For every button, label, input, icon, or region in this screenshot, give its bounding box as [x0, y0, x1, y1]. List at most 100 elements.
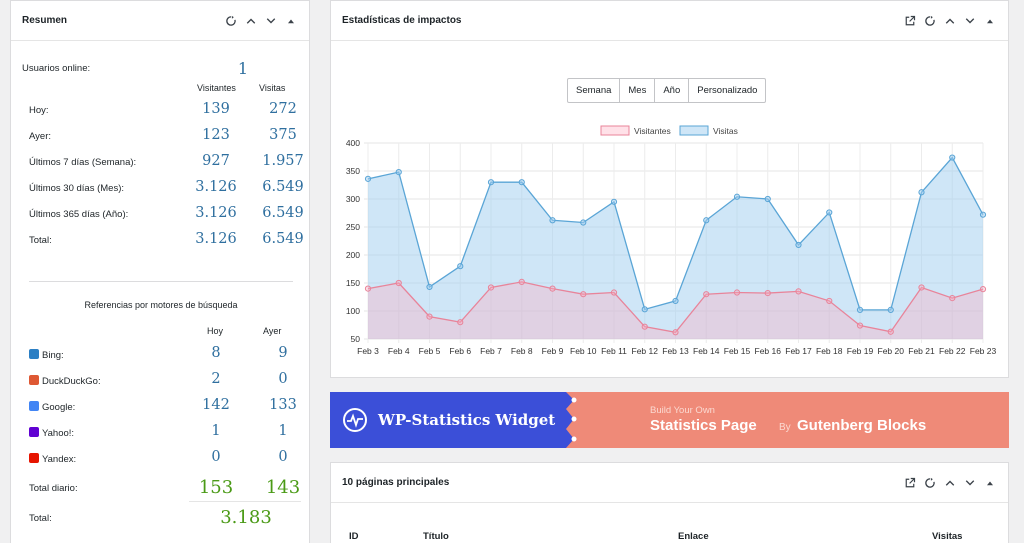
- summary-row-visitors: 3.126: [195, 205, 237, 221]
- y-tick-label: 350: [346, 166, 360, 176]
- total-value: 3.183: [220, 507, 272, 528]
- x-tick-label: Feb 7: [480, 346, 502, 356]
- data-point: [610, 289, 618, 296]
- daily-total-label: Total diario:: [29, 483, 78, 494]
- stats-title: Estadísticas de impactos: [342, 15, 462, 26]
- summary-row-label: Ayer:: [29, 131, 52, 142]
- data-point: [395, 169, 402, 176]
- promo-banner[interactable]: WP-Statistics Widget Build Your Own Stat…: [330, 392, 1009, 448]
- col-today-header: Hoy: [207, 326, 224, 336]
- period-button-week[interactable]: Semana: [568, 79, 621, 102]
- data-point: [610, 198, 618, 205]
- search-engine-row: Google: 142 133: [11, 397, 311, 417]
- yahoo-icon: [29, 427, 39, 437]
- legend-swatch: [679, 125, 709, 136]
- x-tick-label: Feb 19: [847, 346, 874, 356]
- data-point: [549, 285, 556, 292]
- data-point: [826, 209, 833, 216]
- legend-label: Visitas: [713, 126, 738, 136]
- chevron-up-icon[interactable]: [943, 14, 956, 27]
- series-area-visitas: [368, 157, 983, 339]
- x-tick-label: Feb 22: [939, 346, 966, 356]
- summary-row: Últimos 365 días (Año): 3.126 6.549: [11, 205, 311, 225]
- search-engine-today: 2: [211, 371, 221, 387]
- col-yesterday-header: Ayer: [263, 326, 282, 336]
- yandex-icon: [29, 453, 39, 463]
- external-link-icon[interactable]: [903, 14, 916, 27]
- data-point: [580, 219, 587, 226]
- summary-row-visits: 6.549: [262, 205, 304, 221]
- x-tick-label: Feb 5: [419, 346, 441, 356]
- chevron-down-icon[interactable]: [963, 476, 976, 489]
- data-point: [733, 289, 741, 296]
- chevron-up-icon[interactable]: [943, 476, 956, 489]
- x-tick-label: Feb 8: [511, 346, 533, 356]
- col-title: Título: [423, 531, 449, 542]
- search-engine-row: Yandex: 0 0: [11, 449, 311, 469]
- data-point: [703, 217, 710, 224]
- collapse-toggle-icon[interactable]: [983, 476, 996, 489]
- data-point: [395, 279, 402, 287]
- data-point: [795, 241, 802, 249]
- x-tick-label: Feb 10: [570, 346, 597, 356]
- data-point: [887, 328, 894, 335]
- x-tick-label: Feb 13: [662, 346, 689, 356]
- daily-total-yesterday: 143: [265, 477, 301, 498]
- hits-statistics-panel: Estadísticas de impactos Semana Mes Año …: [330, 0, 1009, 378]
- data-point: [856, 322, 864, 329]
- data-point: [949, 154, 956, 161]
- period-button-year[interactable]: Año: [655, 79, 690, 102]
- chevron-down-icon[interactable]: [264, 14, 277, 27]
- data-point: [457, 319, 464, 326]
- data-point: [672, 297, 679, 305]
- search-engine-yesterday: 0: [278, 449, 288, 465]
- y-tick-label: 50: [351, 334, 361, 344]
- summary-row-visits: 6.549: [262, 231, 304, 247]
- online-users-row: Usuarios online: 1: [11, 59, 311, 79]
- search-engine-label: Google:: [29, 401, 75, 413]
- data-point: [641, 306, 648, 313]
- period-button-month[interactable]: Mes: [620, 79, 656, 102]
- data-point: [795, 288, 802, 295]
- refresh-icon[interactable]: [224, 14, 237, 27]
- data-point: [764, 195, 771, 203]
- summary-row-label: Hoy:: [29, 105, 49, 116]
- total-label: Total:: [29, 513, 52, 524]
- search-engine-today: 142: [202, 397, 230, 413]
- x-tick-label: Feb 14: [693, 346, 720, 356]
- refresh-icon[interactable]: [923, 14, 936, 27]
- search-engine-name: DuckDuckGo:: [42, 376, 101, 387]
- search-engine-row: Bing: 8 9: [11, 345, 311, 365]
- summary-row-visitors: 123: [202, 127, 230, 143]
- data-point: [364, 285, 372, 292]
- data-point: [518, 278, 525, 285]
- search-engine-name: Google:: [42, 402, 76, 413]
- total-row: Total: 3.183: [11, 507, 311, 529]
- data-point: [887, 306, 894, 313]
- collapse-toggle-icon[interactable]: [284, 14, 297, 27]
- chevron-down-icon[interactable]: [963, 14, 976, 27]
- data-point: [487, 179, 495, 186]
- data-point: [580, 291, 587, 298]
- collapse-toggle-icon[interactable]: [983, 14, 996, 27]
- search-engine-name: Yandex:: [42, 454, 77, 465]
- series-line-visitantes: [367, 281, 984, 333]
- summary-row-label: Últimos 365 días (Año):: [29, 209, 129, 220]
- x-tick-label: Feb 12: [632, 346, 659, 356]
- period-button-custom[interactable]: Personalizado: [697, 85, 758, 96]
- refresh-icon[interactable]: [923, 476, 936, 489]
- search-engine-name: Yahoo!:: [42, 428, 75, 439]
- search-engine-label: Yahoo!:: [29, 427, 74, 439]
- summary-row: Últimos 7 días (Semana): 927 1.957: [11, 153, 311, 173]
- search-engine-yesterday: 0: [278, 371, 288, 387]
- search-engine-label: DuckDuckGo:: [29, 375, 101, 387]
- search-engine-label: Yandex:: [29, 453, 76, 465]
- x-tick-label: Feb 15: [724, 346, 751, 356]
- period-button-group: Semana Mes Año Personalizado: [567, 78, 767, 103]
- col-id: ID: [349, 531, 359, 542]
- external-link-icon[interactable]: [903, 476, 916, 489]
- chevron-up-icon[interactable]: [244, 14, 257, 27]
- google-icon: [29, 401, 39, 411]
- banner-small-text: Build Your Own: [650, 405, 715, 416]
- banner-left-title: WP-Statistics Widget: [377, 411, 555, 429]
